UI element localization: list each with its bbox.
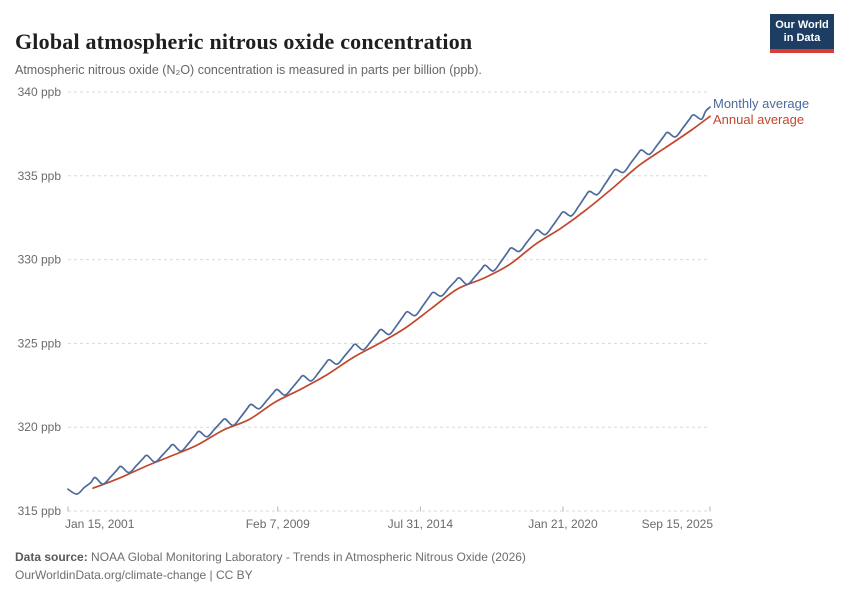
chart-footer: Data source: NOAA Global Monitoring Labo… <box>15 548 526 584</box>
data-source-label: Data source: <box>15 550 88 564</box>
annual-average-line[interactable] <box>92 115 711 490</box>
chart-title: Global atmospheric nitrous oxide concent… <box>15 28 473 54</box>
chart-legend: Monthly average Annual average <box>713 96 809 127</box>
monthly-average-line[interactable] <box>67 106 711 495</box>
y-tick-label: 315 ppb <box>18 504 62 518</box>
legend-item-monthly-average[interactable]: Monthly average <box>713 96 810 111</box>
x-tick-label: Jan 15, 2001 <box>65 517 135 531</box>
footer-separator: | <box>206 568 216 582</box>
data-source-text: NOAA Global Monitoring Laboratory - Tren… <box>91 550 526 564</box>
owid-logo-line2: in Data <box>783 32 821 44</box>
y-tick-label: 330 ppb <box>18 253 62 267</box>
y-tick-label: 325 ppb <box>18 336 62 350</box>
owid-logo-line1: Our World <box>775 19 829 31</box>
license-line: OurWorldinData.org/climate-change | CC B… <box>15 566 526 584</box>
owid-url-link[interactable]: OurWorldinData.org/climate-change <box>15 568 207 582</box>
y-tick-label: 335 ppb <box>18 169 62 183</box>
owid-logo[interactable]: Our World in Data <box>770 14 834 53</box>
chart-subtitle: Atmospheric nitrous oxide (N₂O) concentr… <box>15 62 482 77</box>
x-tick-label: Feb 7, 2009 <box>246 517 310 531</box>
x-tick-label: Sep 15, 2025 <box>642 517 714 531</box>
x-tick-label: Jan 21, 2020 <box>528 517 598 531</box>
y-tick-label: 340 ppb <box>18 85 62 99</box>
license-label: CC BY <box>216 568 253 582</box>
y-tick-label: 320 ppb <box>18 420 62 434</box>
legend-item-annual-average[interactable]: Annual average <box>713 111 805 127</box>
data-source-line: Data source: NOAA Global Monitoring Labo… <box>15 548 526 566</box>
x-tick-label: Jul 31, 2014 <box>388 517 454 531</box>
